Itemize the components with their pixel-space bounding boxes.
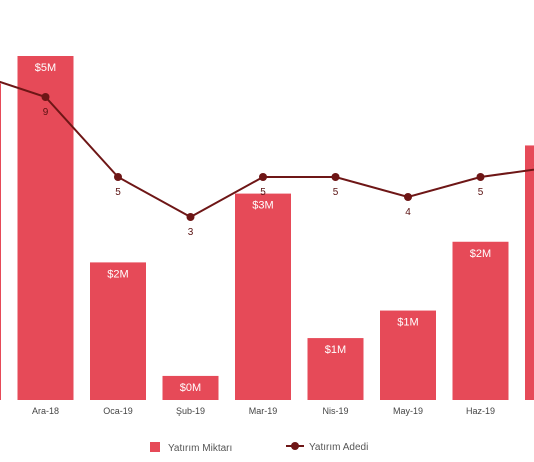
line-point xyxy=(404,193,412,201)
bar xyxy=(0,83,1,401)
legend-bar-swatch xyxy=(150,442,160,452)
bar-data-label: $2M xyxy=(107,268,128,280)
line-point xyxy=(331,173,340,181)
bar-data-label: $2M xyxy=(470,248,491,260)
bar-data-label: $5M xyxy=(35,62,56,74)
bar xyxy=(17,56,74,400)
x-tick-label: Mar-19 xyxy=(249,406,278,416)
bar-data-label: $3M xyxy=(252,200,273,212)
legend-line-label: Yatırım Adedi xyxy=(309,442,368,453)
legend: Yatırım Miktarı Yatırım Adedi xyxy=(150,442,368,454)
x-tick-label: Şub-19 xyxy=(176,406,205,416)
line-data-label: 5 xyxy=(115,187,121,198)
legend-bar-label: Yatırım Miktarı xyxy=(168,443,232,454)
bar-data-label: $1M xyxy=(325,344,346,356)
line-point xyxy=(186,213,195,221)
bar xyxy=(380,310,436,400)
line-data-label: 3 xyxy=(188,227,194,238)
bar-data-label: $1M xyxy=(397,317,418,329)
x-tick-label: Oca-19 xyxy=(103,406,133,416)
line-data-label: 5 xyxy=(478,187,484,198)
bar-data-label: $0M xyxy=(180,382,201,394)
x-tick-label: Ara-18 xyxy=(32,406,59,416)
x-tick-label: May-19 xyxy=(393,406,423,416)
x-axis: Ara-18 Oca-19 Şub-19 Mar-19 Nis-19 May-19 Haz-… xyxy=(32,406,495,416)
line-point xyxy=(114,173,122,181)
x-tick-label: Haz-19 xyxy=(466,406,495,416)
line-point xyxy=(259,173,267,181)
bar xyxy=(162,375,219,400)
bar xyxy=(452,241,509,400)
line-point xyxy=(476,173,485,181)
line-layer: 9 5 3 5 5 4 5 xyxy=(0,80,534,238)
line-data-label: 5 xyxy=(260,187,266,198)
legend-line-marker xyxy=(291,442,299,450)
bar xyxy=(525,145,534,400)
line-point xyxy=(41,93,50,101)
bar xyxy=(307,338,364,400)
line-data-label: 9 xyxy=(43,107,49,118)
bar xyxy=(90,262,146,400)
bars-layer xyxy=(0,56,534,401)
line-data-label: 5 xyxy=(333,187,339,198)
bar-labels-layer: $5M $2M $0M $3M $1M $1M $2M xyxy=(35,62,491,394)
bar xyxy=(235,193,291,400)
line-data-label: 4 xyxy=(405,207,411,218)
x-tick-label: Nis-19 xyxy=(322,406,348,416)
